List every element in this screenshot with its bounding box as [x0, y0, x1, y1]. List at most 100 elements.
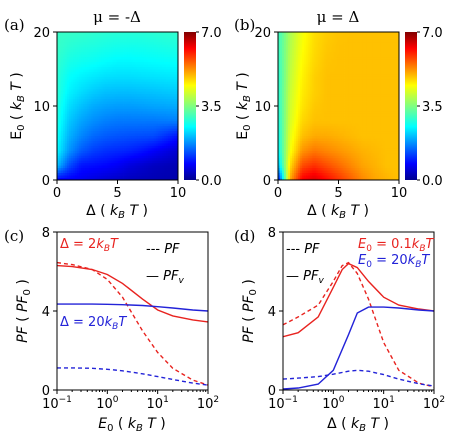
- heatmap-cell: [99, 160, 102, 164]
- heatmap-cell: [163, 103, 167, 107]
- heatmap-cell: [304, 145, 307, 149]
- heatmap-cell: [73, 96, 76, 99]
- heatmap-cell: [133, 83, 137, 87]
- heatmap-cell: [95, 162, 98, 166]
- heatmap-cell: [77, 170, 80, 173]
- heatmap-cell: [147, 103, 151, 107]
- heatmap-cell: [296, 123, 299, 127]
- heatmap-cell: [75, 93, 78, 97]
- heatmap-cell: [382, 177, 386, 180]
- heatmap-cell: [354, 155, 358, 159]
- heatmap-cell: [167, 61, 171, 65]
- heatmap-cell: [63, 61, 66, 65]
- heatmap-cell: [330, 133, 333, 136]
- heatmap-cell: [155, 172, 159, 176]
- heatmap-cell: [89, 101, 92, 104]
- heatmap-cell: [113, 44, 116, 48]
- heatmap-cell: [67, 56, 70, 60]
- heatmap-cell: [123, 91, 126, 95]
- heatmap-cell: [290, 170, 293, 173]
- heatmap-cell: [83, 123, 86, 127]
- heatmap-cell: [103, 167, 106, 171]
- heatmap-cell: [282, 130, 285, 134]
- heatmap-cell: [79, 125, 82, 129]
- heatmap-cell: [342, 135, 345, 139]
- heatmap-cell: [117, 108, 120, 112]
- heatmap-cell: [93, 34, 96, 38]
- heatmap-cell: [157, 167, 161, 171]
- heatmap-cell: [338, 130, 341, 134]
- heatmap-cell: [352, 147, 356, 151]
- heatmap-cell: [388, 160, 392, 164]
- heatmap-cell: [93, 108, 96, 112]
- heatmap-cell: [89, 135, 92, 139]
- heatmap-cell: [83, 39, 86, 43]
- heatmap-cell: [107, 34, 110, 38]
- heatmap-cell: [171, 162, 175, 166]
- heatmap-cell: [372, 157, 376, 161]
- heatmap-cell: [306, 123, 309, 127]
- heatmap-cell: [344, 162, 347, 166]
- heatmap-cell: [366, 177, 370, 180]
- heatmap-cell: [348, 140, 351, 144]
- heatmap-cell: [352, 140, 356, 144]
- heatmap-cell: [169, 71, 173, 75]
- heatmap-cell: [324, 165, 327, 169]
- heatmap-cell: [59, 103, 62, 107]
- heatmap-cell: [133, 49, 137, 53]
- heatmap-cell: [107, 76, 110, 80]
- heatmap-cell: [322, 150, 325, 154]
- heatmap-cell: [91, 39, 94, 43]
- heatmap-cell: [121, 120, 124, 124]
- heatmap-cell: [149, 66, 153, 70]
- heatmap-cell: [286, 172, 289, 176]
- heatmap-cell: [175, 167, 178, 171]
- heatmap-cell: [111, 108, 114, 112]
- heatmap-cell: [95, 135, 98, 139]
- heatmap-cell: [107, 64, 110, 67]
- heatmap-cell: [322, 157, 325, 161]
- heatmap-cell: [75, 106, 78, 109]
- heatmap-cell: [171, 120, 175, 124]
- heatmap-cell: [87, 78, 90, 82]
- heatmap-cell: [75, 78, 78, 82]
- heatmap-cell: [125, 61, 128, 65]
- heatmap-cell: [342, 167, 345, 171]
- heatmap-cell: [338, 138, 341, 141]
- heatmap-cell: [95, 167, 98, 171]
- heatmap-cell: [117, 69, 120, 72]
- heatmap-cell: [300, 175, 303, 178]
- heatmap-cell: [392, 170, 396, 173]
- heatmap-cell: [111, 145, 114, 149]
- heatmap-cell: [113, 170, 116, 173]
- heatmap-cell: [113, 83, 116, 87]
- heatmap-cell: [149, 69, 153, 72]
- heatmap-cell: [83, 115, 86, 119]
- heatmap-cell: [171, 86, 175, 90]
- heatmap-cell: [161, 83, 165, 87]
- heatmap-cell: [362, 162, 366, 166]
- heatmap-cell: [312, 145, 315, 149]
- heatmap-cell: [75, 46, 78, 50]
- heatmap-cell: [322, 167, 325, 171]
- heatmap-cell: [153, 106, 157, 109]
- heatmap-cell: [87, 36, 90, 40]
- heatmap-cell: [350, 128, 354, 132]
- heatmap-cell: [145, 73, 149, 77]
- heatmap-cell: [153, 113, 157, 117]
- heatmap-cell: [175, 56, 178, 60]
- heatmap-cell: [145, 162, 149, 166]
- heatmap-cell: [77, 113, 80, 117]
- heatmap-cell: [107, 130, 110, 134]
- heatmap-cell: [79, 61, 82, 65]
- heatmap-cell: [129, 113, 133, 117]
- heatmap-cell: [362, 145, 366, 149]
- heatmap-cell: [95, 41, 98, 45]
- heatmap-cell: [396, 140, 399, 144]
- heatmap-cell: [85, 155, 88, 159]
- heatmap-cell: [111, 147, 114, 151]
- heatmap-cell: [135, 110, 139, 114]
- heatmap-cell: [77, 96, 80, 99]
- heatmap-cell: [125, 73, 128, 77]
